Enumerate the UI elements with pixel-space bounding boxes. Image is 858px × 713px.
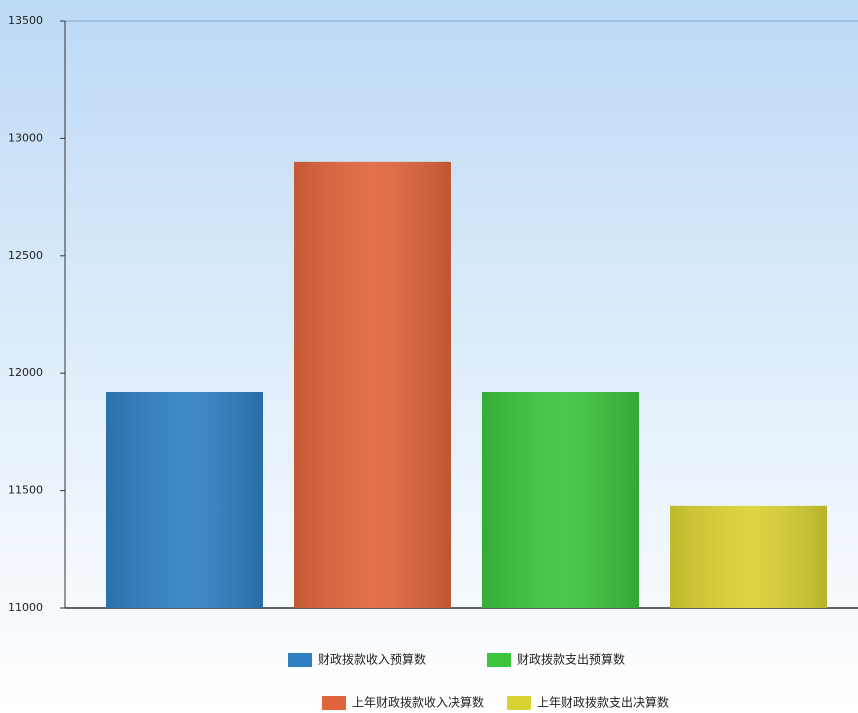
legend-label: 财政拨款支出预算数 [517, 652, 625, 667]
bar-shade [482, 391, 639, 608]
legend-label: 上年财政拨款支出决算数 [537, 695, 669, 710]
y-tick-label: 12500 [8, 249, 43, 262]
legend-label: 财政拨款收入预算数 [318, 652, 426, 667]
bar-shade [294, 161, 451, 608]
y-tick-label: 11000 [8, 601, 43, 614]
y-tick-label: 13000 [8, 131, 43, 144]
legend-label: 上年财政拨款收入决算数 [352, 695, 484, 710]
legend-swatch [322, 696, 346, 710]
y-tick-label: 11500 [8, 484, 43, 497]
bar-shade [106, 391, 263, 608]
bar-shade [670, 505, 827, 608]
y-tick-label: 13500 [8, 14, 43, 27]
legend-swatch [288, 653, 312, 667]
y-tick-label: 12000 [8, 366, 43, 379]
legend-swatch [507, 696, 531, 710]
legend-swatch [487, 653, 511, 667]
